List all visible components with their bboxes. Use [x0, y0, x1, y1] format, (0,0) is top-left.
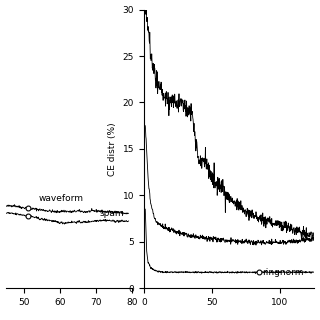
Text: waveform: waveform	[39, 194, 84, 203]
Text: ringnorm: ringnorm	[262, 268, 303, 277]
Y-axis label: CE distr (%): CE distr (%)	[108, 122, 117, 176]
Text: spam: spam	[100, 209, 124, 218]
